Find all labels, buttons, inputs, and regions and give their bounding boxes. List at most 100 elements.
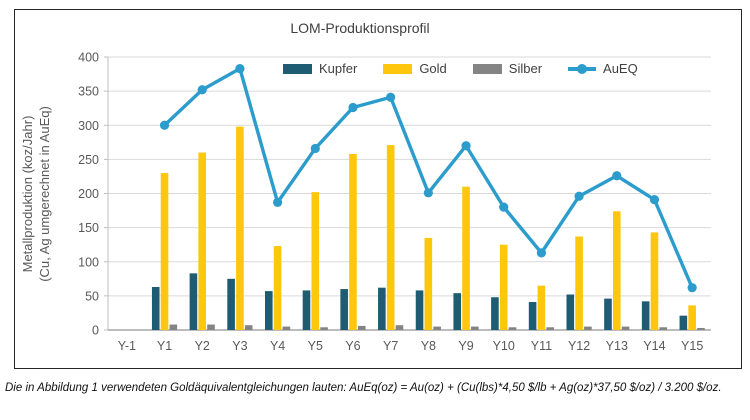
legend-item-kupfer: Kupfer	[283, 61, 357, 76]
bar-gold-Y6	[349, 153, 357, 330]
bar-gold-Y15	[688, 305, 696, 330]
bar-kupfer-Y12	[566, 294, 575, 330]
bar-silber-Y6	[357, 325, 366, 330]
legend-item-silber: Silber	[472, 61, 543, 76]
bar-silber-Y10	[508, 327, 517, 330]
chart-title: LOM-Produktionsprofil	[290, 20, 430, 36]
silber-swatch-icon	[472, 63, 502, 74]
x-axis-label-Y5: Y5	[308, 339, 323, 353]
chart-container: LOM-Produktionsprofil 0 50 100 150 200 250 300…	[14, 9, 742, 369]
y-axis-tick-label-350: 350	[78, 85, 99, 99]
bar-silber-Y12	[584, 326, 592, 330]
marker-aueq-Y11	[536, 248, 547, 258]
bar-gold-Y2	[198, 152, 207, 330]
bar-silber-Y2	[207, 324, 215, 330]
y-axis-title-line2: (Cu, Ag umgerechnet in AuEq)	[37, 106, 52, 282]
marker-aueq-Y8	[423, 188, 433, 198]
x-axis-label-Y7: Y7	[383, 339, 398, 353]
bar-kupfer-Y8	[415, 290, 424, 330]
x-axis-label-Y10: Y10	[493, 339, 515, 353]
aueq-line-swatch-icon	[568, 63, 597, 75]
bar-gold-Y1	[160, 173, 169, 330]
bar-kupfer-Y10	[491, 297, 499, 330]
bar-gold-Y5	[311, 192, 320, 330]
kupfer-swatch-icon	[283, 63, 312, 74]
y-axis-tick-label-0: 0	[92, 324, 99, 338]
bar-gold-Y12	[575, 236, 583, 330]
chart-legend: Kupfer Gold Silber AuEQ	[283, 61, 638, 76]
marker-aueq-Y3	[235, 64, 245, 74]
legend-label-silber: Silber	[508, 61, 543, 76]
x-axis-label-Y3: Y3	[232, 339, 247, 353]
marker-aueq-Y13	[612, 171, 622, 181]
bar-gold-Y9	[462, 186, 470, 330]
bar-kupfer-Y5	[302, 290, 311, 330]
legend-label-gold: Gold	[419, 61, 447, 76]
bar-gold-Y8	[424, 237, 433, 330]
bar-silber-Y7	[395, 325, 404, 330]
bar-gold-Y4	[273, 246, 282, 330]
bar-gold-Y11	[537, 285, 546, 330]
gold-swatch-icon	[383, 63, 413, 74]
bar-silber-Y3	[244, 325, 253, 330]
marker-aueq-Y10	[499, 202, 509, 212]
bar-silber-Y4	[282, 326, 291, 330]
x-axis-label-Y9: Y9	[458, 339, 473, 353]
bar-gold-Y14	[650, 232, 659, 330]
y-axis-tick-label-50: 50	[85, 289, 99, 303]
bar-silber-Y9	[471, 326, 479, 330]
y-axis-tick-label-400: 400	[78, 51, 99, 65]
legend-label-kupfer: Kupfer	[319, 61, 358, 76]
marker-aueq-Y14	[649, 195, 660, 205]
bar-kupfer-Y7	[378, 287, 386, 330]
y-axis-title-line1: Metallproduktion (koz/Jahr)	[20, 116, 35, 273]
bar-silber-Y13	[621, 326, 630, 330]
y-axis-tick-label-250: 250	[78, 153, 99, 167]
bar-kupfer-Y1	[151, 287, 160, 330]
x-axis-label-Y11: Y11	[531, 339, 552, 353]
x-axis-label-Y2: Y2	[195, 339, 210, 353]
x-axis-label-Y15: Y15	[681, 339, 703, 353]
bar-silber-Y14	[659, 327, 668, 330]
y-axis-tick-label-100: 100	[78, 255, 99, 269]
bar-kupfer-Y14	[641, 301, 650, 330]
marker-aueq-Y1	[159, 120, 170, 130]
bar-silber-Y15	[697, 327, 705, 330]
plot-area: 0 50 100 150 200 250 300 350 400 Y-1 Y1 Y2 Y3 Y4 Y5 Y6 Y…	[20, 51, 711, 353]
bar-kupfer-Y9	[453, 293, 462, 330]
bar-gold-Y13	[612, 211, 621, 330]
x-axis-label-Y-1: Y-1	[118, 339, 136, 353]
bar-kupfer-Y11	[528, 302, 537, 330]
bar-kupfer-Y4	[264, 291, 273, 330]
bar-gold-Y10	[499, 244, 508, 330]
marker-aueq-Y2	[197, 85, 207, 95]
y-axis-tick-label-150: 150	[78, 221, 99, 235]
x-axis-label-Y6: Y6	[345, 339, 360, 353]
marker-aueq-Y9	[461, 141, 471, 151]
marker-aueq-Y5	[310, 143, 320, 154]
bar-silber-Y5	[320, 327, 328, 330]
bar-gold-Y7	[386, 145, 395, 330]
x-axis-label-Y13: Y13	[606, 339, 628, 353]
x-axis-label-Y1: Y1	[157, 339, 172, 353]
y-axis-tick-label-300: 300	[78, 119, 99, 133]
legend-item-aueq: AuEQ	[568, 61, 638, 76]
footnote: Die in Abbildung 1 verwendeten Goldäquiv…	[5, 382, 722, 394]
bar-silber-Y1	[169, 324, 178, 330]
legend-item-gold: Gold	[383, 61, 447, 76]
marker-aueq-Y12	[574, 191, 584, 201]
marker-aueq-Y6	[348, 102, 358, 113]
bar-kupfer-Y6	[340, 289, 348, 330]
bar-silber-Y11	[546, 327, 555, 330]
bar-kupfer-Y3	[227, 278, 235, 330]
marker-aueq-Y4	[272, 197, 283, 207]
bar-gold-Y3	[236, 126, 244, 331]
x-axis-label-Y14: Y14	[643, 339, 665, 353]
x-axis-label-Y4: Y4	[270, 339, 285, 353]
x-axis-label-Y12: Y12	[568, 339, 590, 353]
legend-label-aueq: AuEQ	[603, 61, 638, 76]
bar-silber-Y8	[433, 326, 441, 330]
bar-kupfer-Y15	[679, 315, 688, 330]
bar-kupfer-Y13	[604, 298, 612, 330]
